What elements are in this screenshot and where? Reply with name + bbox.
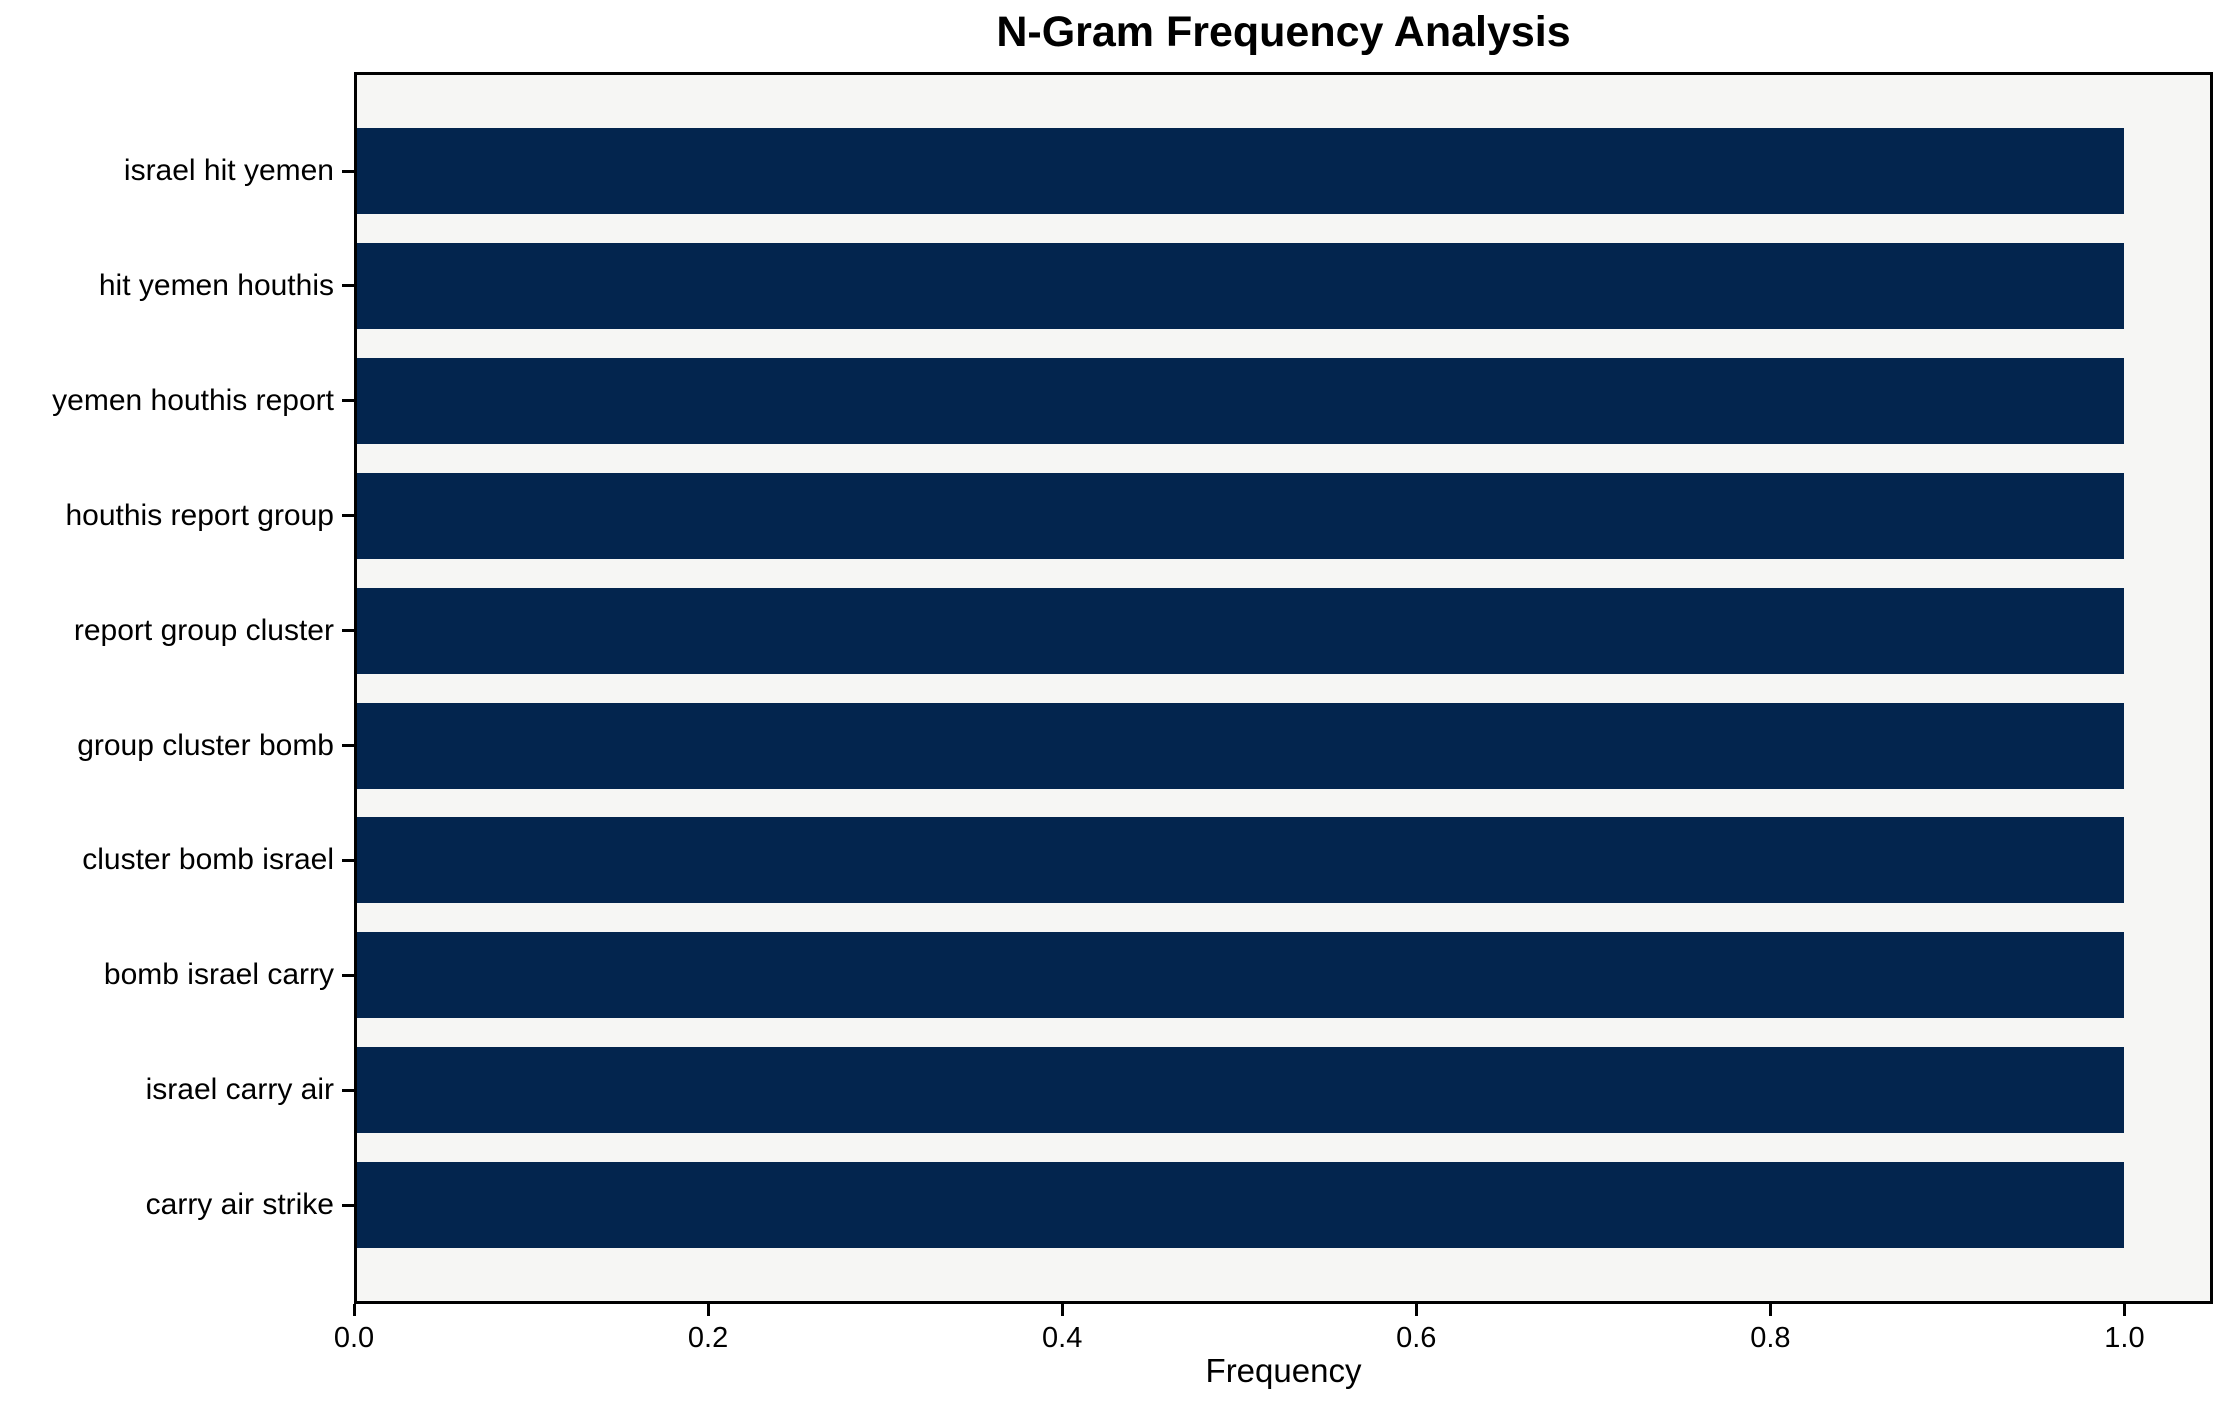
x-tick-mark-4: [1768, 1304, 1772, 1316]
x-tick-label-2: 0.4: [1042, 1322, 1083, 1354]
y-tick-mark-2: [342, 399, 354, 403]
y-tick-mark-8: [342, 1088, 354, 1092]
y-tick-mark-1: [342, 284, 354, 288]
y-tick-mark-6: [342, 858, 354, 862]
x-tick-mark-1: [706, 1304, 710, 1316]
y-tick-label-7: bomb israel carry: [103, 958, 334, 992]
x-tick-label-3: 0.6: [1396, 1322, 1437, 1354]
y-tick-label-2: yemen houthis report: [52, 383, 334, 417]
y-tick-label-6: cluster bomb israel: [82, 843, 334, 877]
bar-1: [357, 242, 2125, 329]
y-tick-mark-4: [342, 629, 354, 633]
y-tick-label-5: group cluster bomb: [77, 728, 334, 762]
bar-2: [357, 357, 2125, 444]
y-tick-mark-3: [342, 514, 354, 518]
y-tick-label-1: hit yemen houthis: [98, 268, 334, 302]
y-tick-label-4: report group cluster: [73, 613, 334, 647]
y-tick-mark-9: [342, 1203, 354, 1207]
x-tick-label-0: 0.0: [333, 1322, 375, 1354]
bar-4: [357, 587, 2125, 674]
x-axis-title: Frequency: [1205, 1352, 1362, 1389]
x-tick-label-1: 0.2: [687, 1322, 729, 1354]
bar-6: [357, 817, 2125, 904]
x-tick-label-4: 0.8: [1750, 1322, 1791, 1354]
y-tick-mark-0: [342, 169, 354, 173]
bar-0: [357, 128, 2125, 214]
y-tick-label-9: carry air strike: [145, 1188, 334, 1222]
y-tick-label-0: israel hit yemen: [123, 154, 334, 187]
bar-3: [357, 472, 2125, 559]
bar-8: [357, 1047, 2125, 1134]
bar-5: [357, 702, 2125, 789]
x-tick-mark-5: [2122, 1304, 2126, 1316]
y-tick-label-3: houthis report group: [65, 498, 334, 532]
x-tick-mark-3: [1414, 1304, 1418, 1316]
bar-9: [357, 1162, 2125, 1249]
x-tick-label-5: 1.0: [2104, 1322, 2145, 1354]
bar-7: [357, 932, 2125, 1019]
x-tick-mark-2: [1060, 1304, 1064, 1316]
y-tick-mark-7: [342, 973, 354, 977]
chart-title: N-Gram Frequency Analysis: [996, 8, 1571, 56]
plot-area: [354, 72, 2213, 1304]
y-tick-label-8: israel carry air: [145, 1073, 334, 1107]
x-tick-mark-0: [352, 1304, 356, 1316]
y-tick-mark-5: [342, 744, 354, 747]
y-axis-labels: israel hit yemen hit yemen houthis yemen h…: [0, 0, 334, 1414]
